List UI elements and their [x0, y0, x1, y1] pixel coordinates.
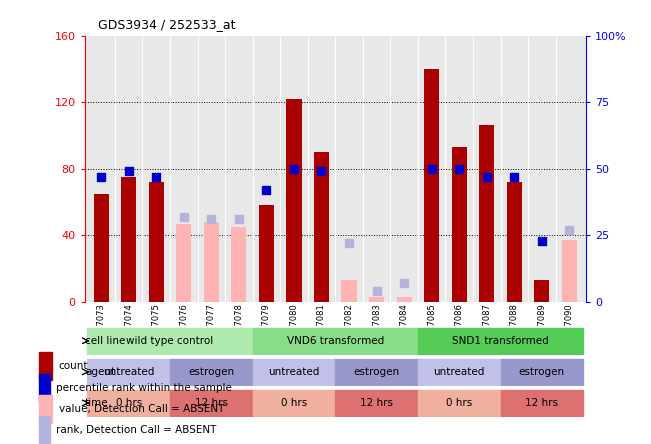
- Text: count: count: [59, 361, 88, 371]
- Text: estrogen: estrogen: [353, 367, 400, 377]
- Bar: [231, 227, 247, 302]
- Bar: [176, 224, 191, 302]
- Bar: [335, 390, 418, 416]
- Bar: [418, 328, 583, 354]
- Text: value, Detection Call = ABSENT: value, Detection Call = ABSENT: [59, 404, 224, 414]
- Point: [509, 173, 519, 180]
- Text: untreated: untreated: [103, 367, 154, 377]
- Point: [261, 186, 271, 194]
- Bar: [170, 359, 253, 385]
- Point: [151, 173, 161, 180]
- Bar: [121, 177, 136, 302]
- Bar: [342, 280, 357, 302]
- Text: untreated: untreated: [268, 367, 320, 377]
- Point: [371, 288, 381, 295]
- Bar: [562, 240, 577, 302]
- Text: cell line: cell line: [85, 336, 125, 346]
- Text: estrogen: estrogen: [188, 367, 234, 377]
- Text: 0 hrs: 0 hrs: [116, 398, 142, 408]
- Bar: [38, 374, 50, 402]
- Bar: [369, 297, 384, 302]
- Bar: [501, 359, 583, 385]
- Point: [124, 168, 134, 175]
- Bar: [396, 297, 411, 302]
- Bar: [94, 194, 109, 302]
- Bar: [170, 390, 253, 416]
- Text: 12 hrs: 12 hrs: [195, 398, 228, 408]
- Text: VND6 transformed: VND6 transformed: [286, 336, 384, 346]
- Point: [206, 216, 217, 223]
- Point: [289, 165, 299, 172]
- Text: rank, Detection Call = ABSENT: rank, Detection Call = ABSENT: [57, 425, 217, 435]
- Text: 0 hrs: 0 hrs: [446, 398, 473, 408]
- Bar: [87, 390, 170, 416]
- Bar: [38, 416, 50, 444]
- Bar: [452, 147, 467, 302]
- Bar: [259, 205, 274, 302]
- Point: [482, 173, 492, 180]
- Bar: [534, 280, 549, 302]
- Bar: [204, 222, 219, 302]
- Text: GDS3934 / 252533_at: GDS3934 / 252533_at: [98, 18, 235, 31]
- Bar: [314, 152, 329, 302]
- Text: estrogen: estrogen: [519, 367, 565, 377]
- Bar: [38, 352, 52, 380]
- Point: [426, 165, 437, 172]
- Bar: [286, 99, 301, 302]
- Text: untreated: untreated: [434, 367, 485, 377]
- Point: [344, 240, 354, 247]
- Point: [316, 168, 327, 175]
- Point: [234, 216, 244, 223]
- Text: 0 hrs: 0 hrs: [281, 398, 307, 408]
- Bar: [418, 390, 501, 416]
- Text: SND1 transformed: SND1 transformed: [452, 336, 549, 346]
- Point: [96, 173, 106, 180]
- Bar: [253, 359, 335, 385]
- Point: [178, 213, 189, 220]
- Point: [564, 226, 575, 234]
- Text: percentile rank within the sample: percentile rank within the sample: [57, 383, 232, 392]
- Bar: [418, 359, 501, 385]
- Bar: [87, 328, 253, 354]
- Point: [454, 165, 464, 172]
- Text: time: time: [85, 398, 109, 408]
- Point: [399, 280, 409, 287]
- Text: 12 hrs: 12 hrs: [525, 398, 559, 408]
- Bar: [148, 182, 164, 302]
- Bar: [424, 69, 439, 302]
- Bar: [501, 390, 583, 416]
- Bar: [253, 390, 335, 416]
- Point: [536, 237, 547, 244]
- Text: wild type control: wild type control: [126, 336, 214, 346]
- Bar: [38, 395, 52, 423]
- Bar: [253, 328, 418, 354]
- Bar: [87, 359, 170, 385]
- Bar: [479, 126, 494, 302]
- Text: agent: agent: [85, 367, 115, 377]
- Bar: [335, 359, 418, 385]
- Text: 12 hrs: 12 hrs: [360, 398, 393, 408]
- Bar: [506, 182, 522, 302]
